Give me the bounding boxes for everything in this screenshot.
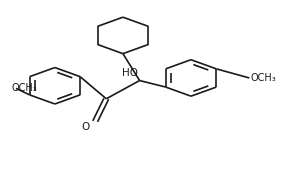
Text: OCH₃: OCH₃ bbox=[251, 73, 276, 83]
Text: OCH₃: OCH₃ bbox=[11, 83, 37, 93]
Text: HO: HO bbox=[122, 68, 138, 78]
Text: O: O bbox=[81, 122, 89, 132]
